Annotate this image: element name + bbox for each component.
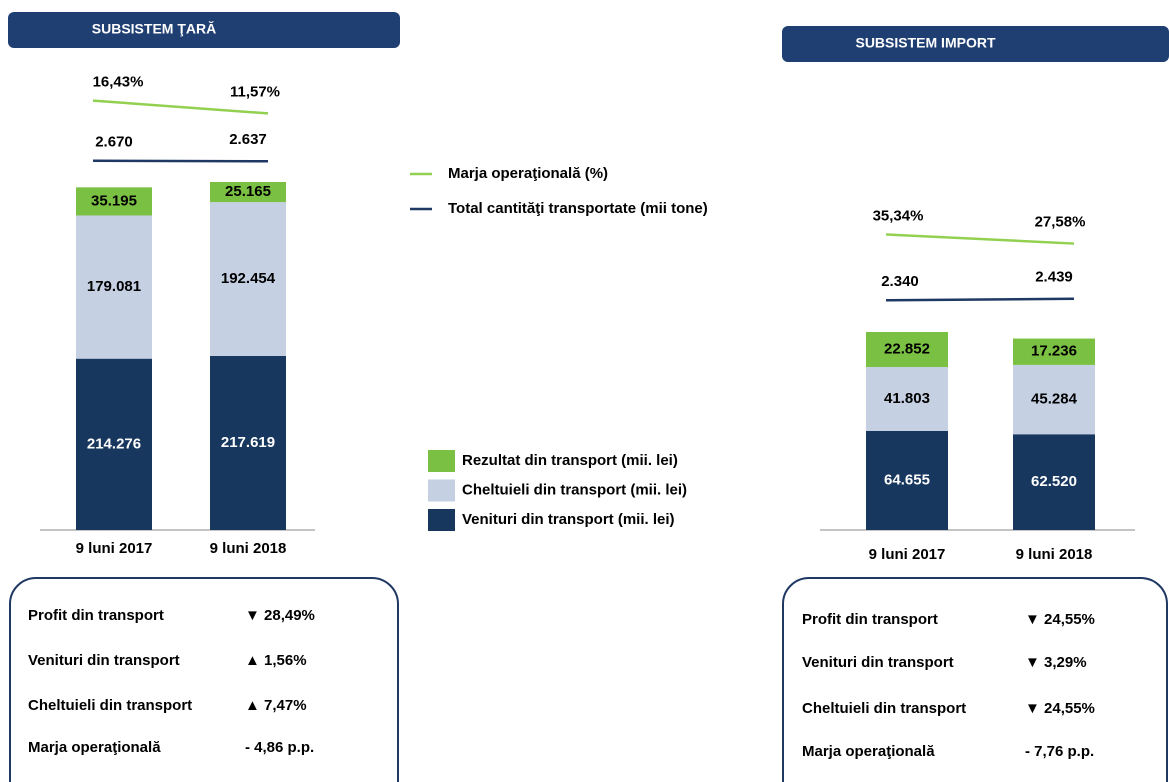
summary-change: - 4,86 p.p. [245,739,314,756]
summary-label: Venituri din transport [28,652,180,669]
bar-segment [76,187,152,216]
legend-label: Marja operaţională (%) [448,165,608,182]
summary-label: Profit din transport [28,607,164,624]
x-tick-label: 9 luni 2018 [1016,546,1093,563]
bar-segment [866,366,948,431]
bar-segment [210,356,286,530]
value-label: 41.803 [884,390,930,407]
line-series [92,99,269,115]
value-label: 64.655 [884,471,930,488]
line-value-label: 16,43% [93,74,144,91]
summary-change: ▼ 24,55% [1025,700,1095,717]
summary-label: Cheltuieli din transport [28,697,192,714]
value-label: 22.852 [884,340,930,357]
bar-segment [210,182,286,203]
line-value-label: 35,34% [873,207,924,224]
value-label: 179.081 [87,278,141,295]
summary-label: Marja operaţională [802,743,935,760]
bar-segment [1013,434,1095,530]
header-box [782,26,1169,62]
line-value-label: 11,57% [230,83,280,100]
summary-change: ▼ 24,55% [1025,611,1095,628]
bar-segment [1013,364,1095,435]
summary-label: Marja operaţională [28,739,161,756]
value-label: 62.520 [1031,473,1077,490]
legend-swatch [428,479,455,502]
line-value-label: 2.637 [229,131,267,148]
x-tick-label: 9 luni 2018 [210,540,287,557]
x-tick-label: 9 luni 2017 [76,540,153,557]
value-label: 35.195 [91,192,137,209]
bar-segment [76,215,152,359]
legend-label: Rezultat din transport (mii. lei) [462,452,678,469]
line-series [885,233,1075,245]
x-tick-label: 9 luni 2017 [869,546,946,563]
legend-label: Total cantităţi transportate (mii tone) [448,200,708,217]
bar-segment [866,332,948,367]
summary-box [9,577,399,782]
bar-segment [866,431,948,530]
legend-swatch [428,450,455,472]
value-label: 45.284 [1031,391,1078,408]
line-series [885,297,1075,302]
summary-box [782,577,1168,782]
chart-title: SUBSISTEM IMPORT [855,35,995,51]
bar-segment [1013,338,1095,365]
legend-label: Venituri din transport (mii. lei) [462,511,675,528]
value-label: 192.454 [221,270,276,287]
line-value-label: 2.670 [95,134,133,151]
summary-change: ▲ 1,56% [245,652,307,669]
line-value-label: 27,58% [1035,214,1086,231]
summary-label: Venituri din transport [802,654,954,671]
legend-swatch [428,509,455,531]
value-label: 17.236 [1031,343,1077,360]
line-value-label: 2.439 [1035,269,1073,286]
line-value-label: 2.340 [881,273,919,290]
summary-label: Profit din transport [802,611,938,628]
header-box [8,12,400,48]
summary-change: ▼ 28,49% [245,607,315,624]
value-label: 217.619 [221,434,275,451]
summary-label: Cheltuieli din transport [802,700,966,717]
value-label: 214.276 [87,435,141,452]
value-label: 25.165 [225,183,271,200]
bar-segment [76,358,152,530]
bar-segment [210,202,286,356]
summary-change: ▼ 3,29% [1025,654,1087,671]
legend-label: Cheltuieli din transport (mii. lei) [462,481,687,498]
summary-change: - 7,76 p.p. [1025,743,1094,760]
chart-title: SUBSISTEM ŢARĂ [92,21,216,37]
summary-change: ▲ 7,47% [245,697,307,714]
